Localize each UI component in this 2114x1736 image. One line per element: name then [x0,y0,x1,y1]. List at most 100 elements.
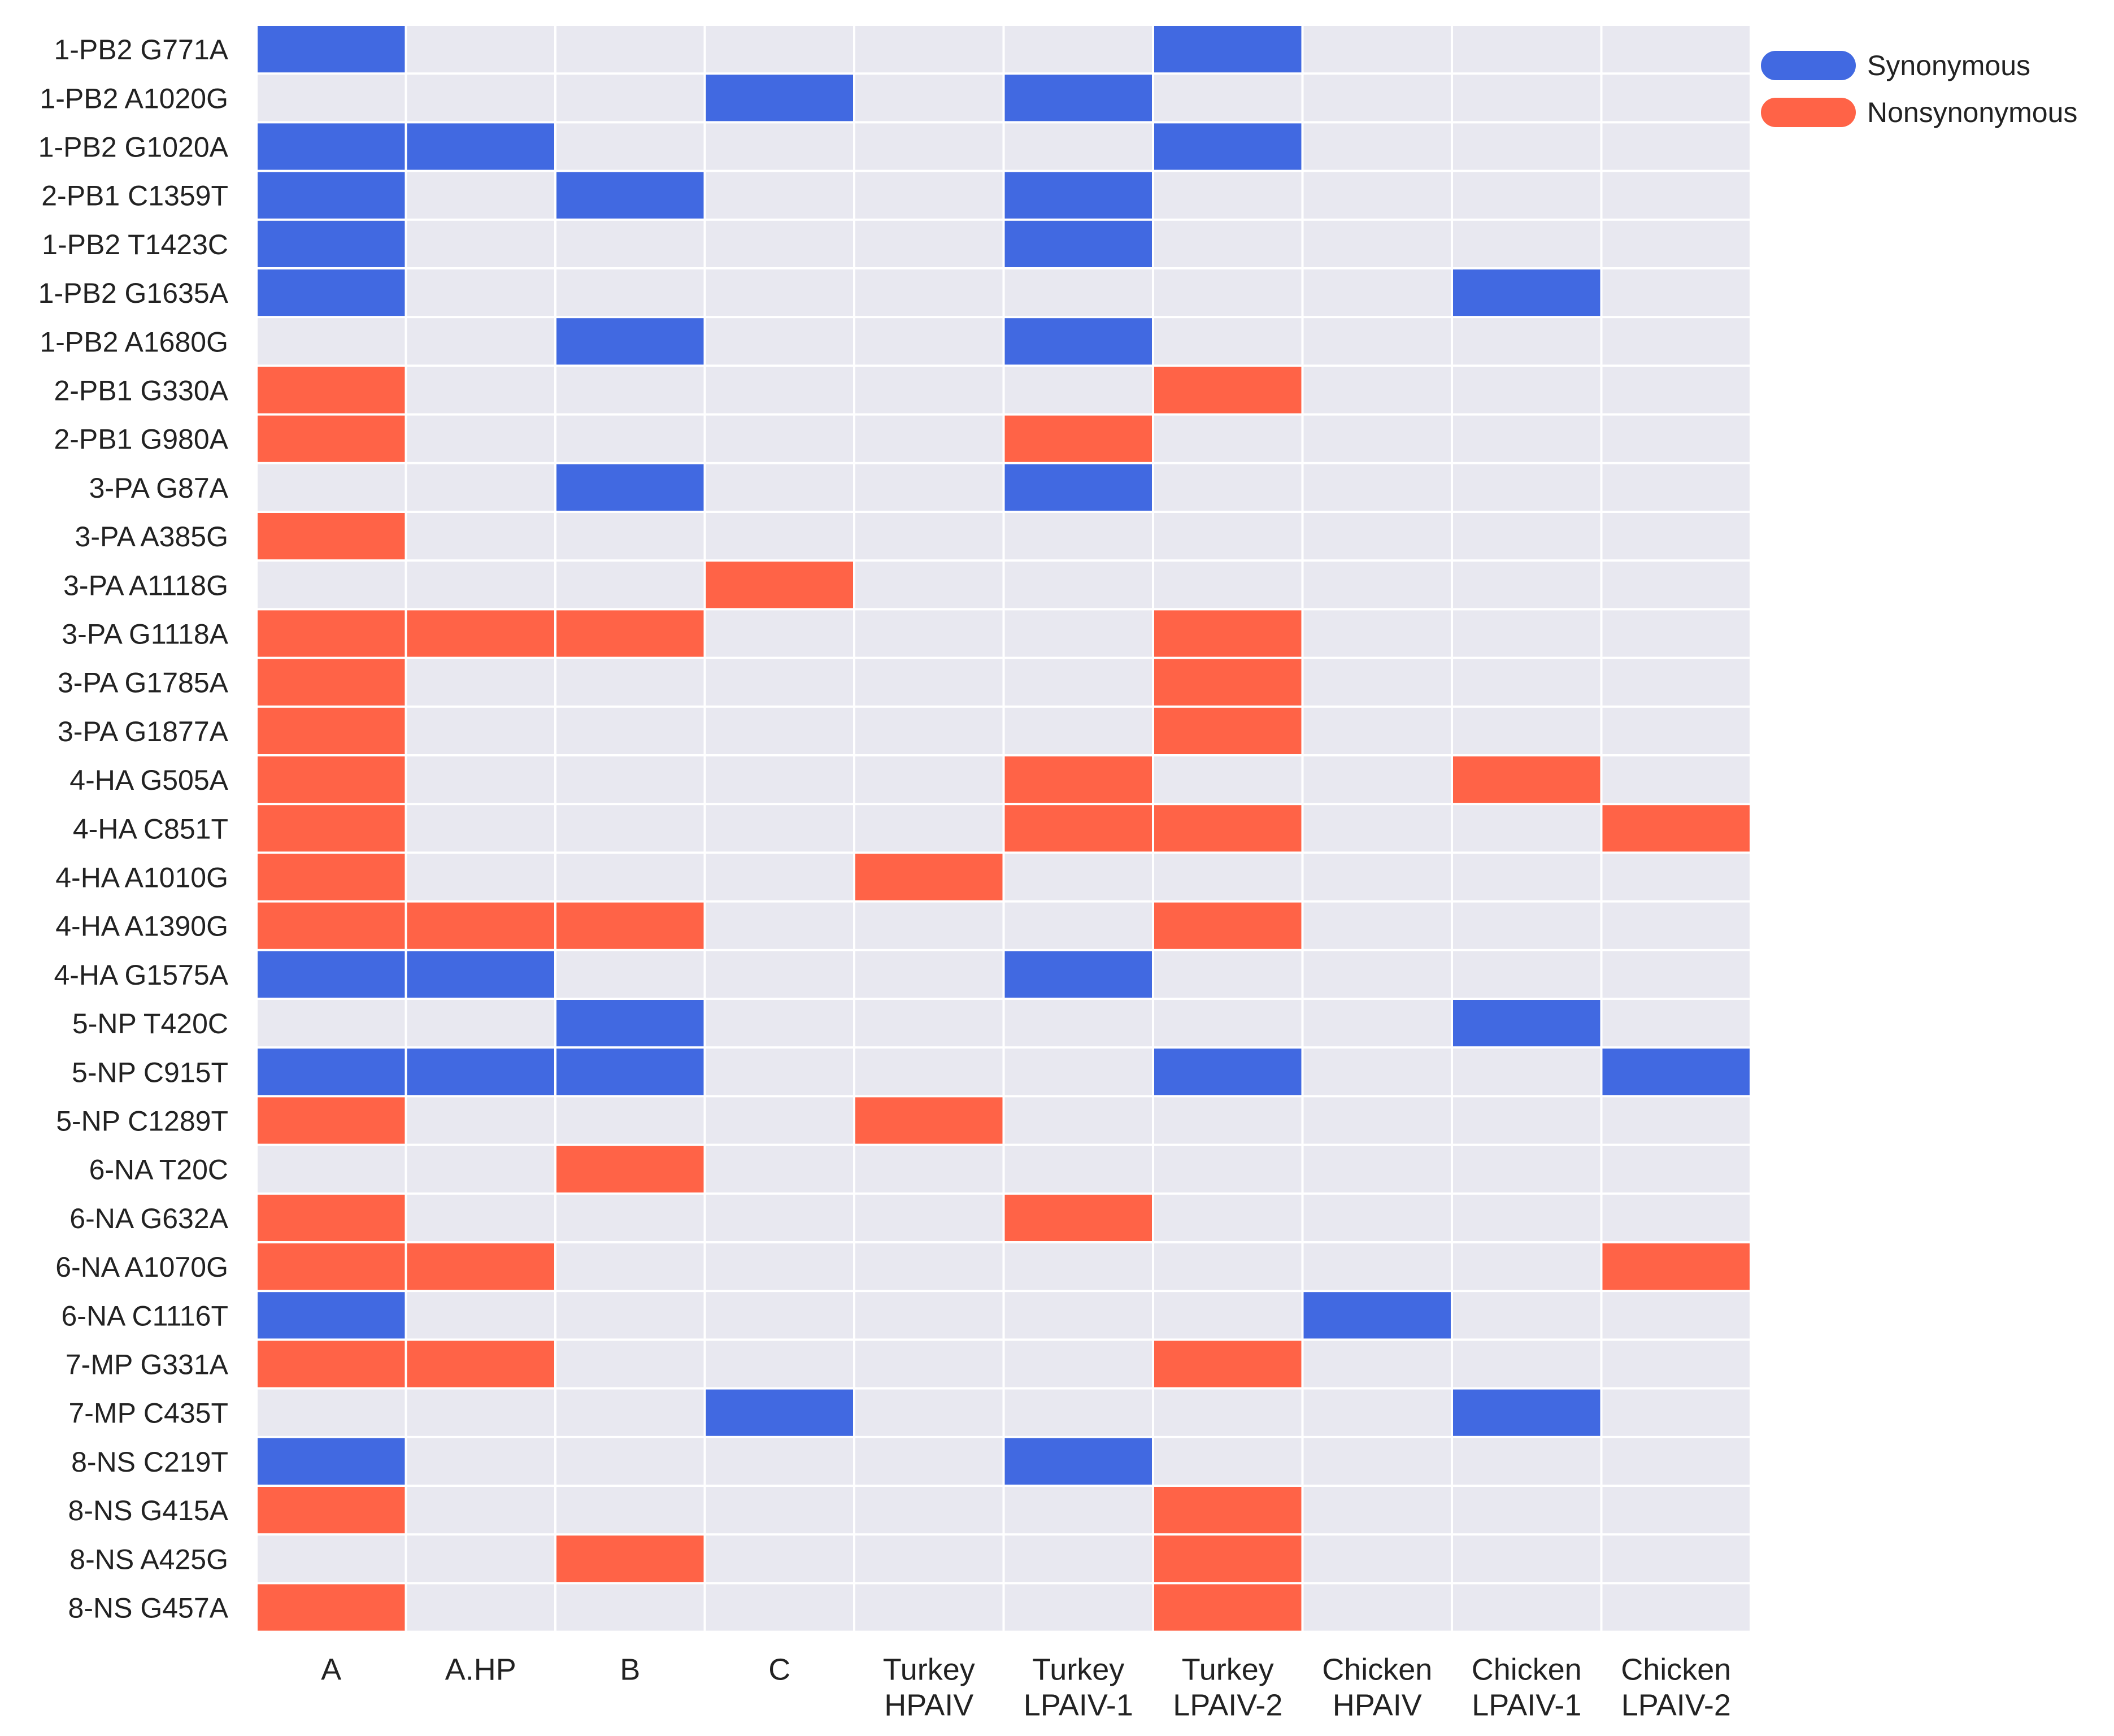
heatmap-cell-r25-c6 [1154,1243,1302,1290]
heatmap-cell-r25-c8 [1453,1243,1600,1290]
heatmap-cell-r1-c4 [855,75,1003,121]
heatmap-cell-r29-c7 [1303,1438,1451,1485]
row-labels: 1-PB2 G771A 1-PB2 A1020G 1-PB2 G1020A 2-PB1… [38,34,229,1624]
heatmap-cells [256,25,1751,1632]
heatmap-cell-r18-c0 [258,902,405,949]
column-label-line2: HPAIV [884,1689,973,1722]
heatmap-cell-r7-c7 [1303,367,1451,414]
row-label: 1-PB2 G771A [54,34,228,66]
heatmap-cell-r25-c0 [258,1243,405,1290]
heatmap-cell-r32-c3 [706,1584,853,1631]
heatmap-cell-r29-c8 [1453,1438,1600,1485]
row-label: 3-PA G1118A [62,619,228,650]
heatmap-cell-r13-c0 [258,659,405,706]
heatmap-cell-r2-c0 [258,123,405,170]
heatmap-cell-r28-c6 [1154,1389,1302,1436]
heatmap-cell-r11-c2 [556,562,704,608]
heatmap-cell-r26-c1 [407,1292,554,1339]
heatmap-cell-r21-c8 [1453,1048,1600,1095]
heatmap-cell-r15-c9 [1602,756,1750,803]
heatmap-cell-r20-c1 [407,1000,554,1047]
heatmap-cell-r2-c1 [407,123,554,170]
heatmap-cell-r27-c5 [1004,1341,1152,1387]
heatmap-cell-r20-c2 [556,1000,704,1047]
heatmap-cell-r6-c3 [706,318,853,365]
heatmap-cell-r18-c4 [855,902,1003,949]
heatmap-cell-r32-c5 [1004,1584,1152,1631]
heatmap-cell-r31-c8 [1453,1535,1600,1582]
row-label: 7-MP G331A [66,1349,229,1381]
heatmap-cell-r19-c0 [258,951,405,998]
heatmap-cell-r18-c3 [706,902,853,949]
heatmap-cell-r25-c3 [706,1243,853,1290]
legend-swatch-nonsynonymous [1761,98,1856,127]
column-label: B [620,1653,640,1687]
heatmap-cell-r20-c3 [706,1000,853,1047]
heatmap-cell-r27-c9 [1602,1341,1750,1387]
heatmap-cell-r1-c3 [706,75,853,121]
heatmap-cell-r0-c6 [1154,26,1302,73]
row-label: 1-PB2 T1423C [42,229,228,260]
heatmap-cell-r21-c3 [706,1048,853,1095]
column-label-line2: LPAIV-1 [1024,1689,1133,1722]
heatmap-cell-r11-c6 [1154,562,1302,608]
row-label: 3-PA G87A [89,472,229,504]
heatmap-cell-r17-c4 [855,854,1003,900]
heatmap-cell-r28-c7 [1303,1389,1451,1436]
heatmap-cell-r23-c3 [706,1146,853,1193]
heatmap-cell-r13-c2 [556,659,704,706]
heatmap-cell-r4-c1 [407,220,554,267]
row-label: 2-PB1 C1359T [41,180,228,212]
heatmap-cell-r25-c1 [407,1243,554,1290]
heatmap-cell-r19-c6 [1154,951,1302,998]
row-label: 8-NS C219T [71,1446,228,1478]
heatmap-cell-r32-c8 [1453,1584,1600,1631]
heatmap-cell-r20-c4 [855,1000,1003,1047]
heatmap-cell-r27-c1 [407,1341,554,1387]
row-label: 2-PB1 G980A [54,424,228,455]
heatmap-cell-r3-c9 [1602,172,1750,219]
heatmap-cell-r0-c5 [1004,26,1152,73]
heatmap-cell-r21-c7 [1303,1048,1451,1095]
heatmap-cell-r0-c8 [1453,26,1600,73]
heatmap-cell-r26-c2 [556,1292,704,1339]
heatmap-cell-r29-c9 [1602,1438,1750,1485]
heatmap-cell-r2-c4 [855,123,1003,170]
heatmap-cell-r17-c5 [1004,854,1152,900]
heatmap-cell-r19-c7 [1303,951,1451,998]
heatmap-cell-r12-c5 [1004,610,1152,657]
heatmap-cell-r26-c5 [1004,1292,1152,1339]
heatmap-cell-r14-c5 [1004,707,1152,754]
heatmap-cell-r30-c3 [706,1487,853,1534]
heatmap-cell-r18-c6 [1154,902,1302,949]
heatmap-cell-r9-c2 [556,464,704,511]
heatmap-cell-r3-c2 [556,172,704,219]
heatmap-cell-r16-c8 [1453,805,1600,852]
column-label-line2: LPAIV-2 [1621,1689,1731,1722]
heatmap-cell-r27-c7 [1303,1341,1451,1387]
heatmap-cell-r24-c2 [556,1194,704,1241]
heatmap-cell-r13-c7 [1303,659,1451,706]
row-label: 1-PB2 G1020A [38,132,229,163]
heatmap-cell-r5-c8 [1453,269,1600,316]
heatmap-cell-r1-c8 [1453,75,1600,121]
row-label: 8-NS A425G [69,1543,228,1575]
heatmap-cell-r7-c4 [855,367,1003,414]
row-label: 6-NA A1070G [55,1251,228,1283]
heatmap-cell-r3-c4 [855,172,1003,219]
heatmap-cell-r8-c4 [855,415,1003,462]
heatmap-cell-r8-c9 [1602,415,1750,462]
heatmap-cell-r1-c0 [258,75,405,121]
heatmap-cell-r10-c3 [706,513,853,560]
heatmap-cell-r6-c5 [1004,318,1152,365]
heatmap-cell-r24-c1 [407,1194,554,1241]
heatmap-cell-r20-c9 [1602,1000,1750,1047]
heatmap-cell-r32-c9 [1602,1584,1750,1631]
heatmap-cell-r16-c3 [706,805,853,852]
heatmap-cell-r7-c1 [407,367,554,414]
column-label-line2: LPAIV-1 [1472,1689,1581,1722]
heatmap-cell-r21-c4 [855,1048,1003,1095]
heatmap-cell-r28-c1 [407,1389,554,1436]
heatmap-cell-r8-c8 [1453,415,1600,462]
